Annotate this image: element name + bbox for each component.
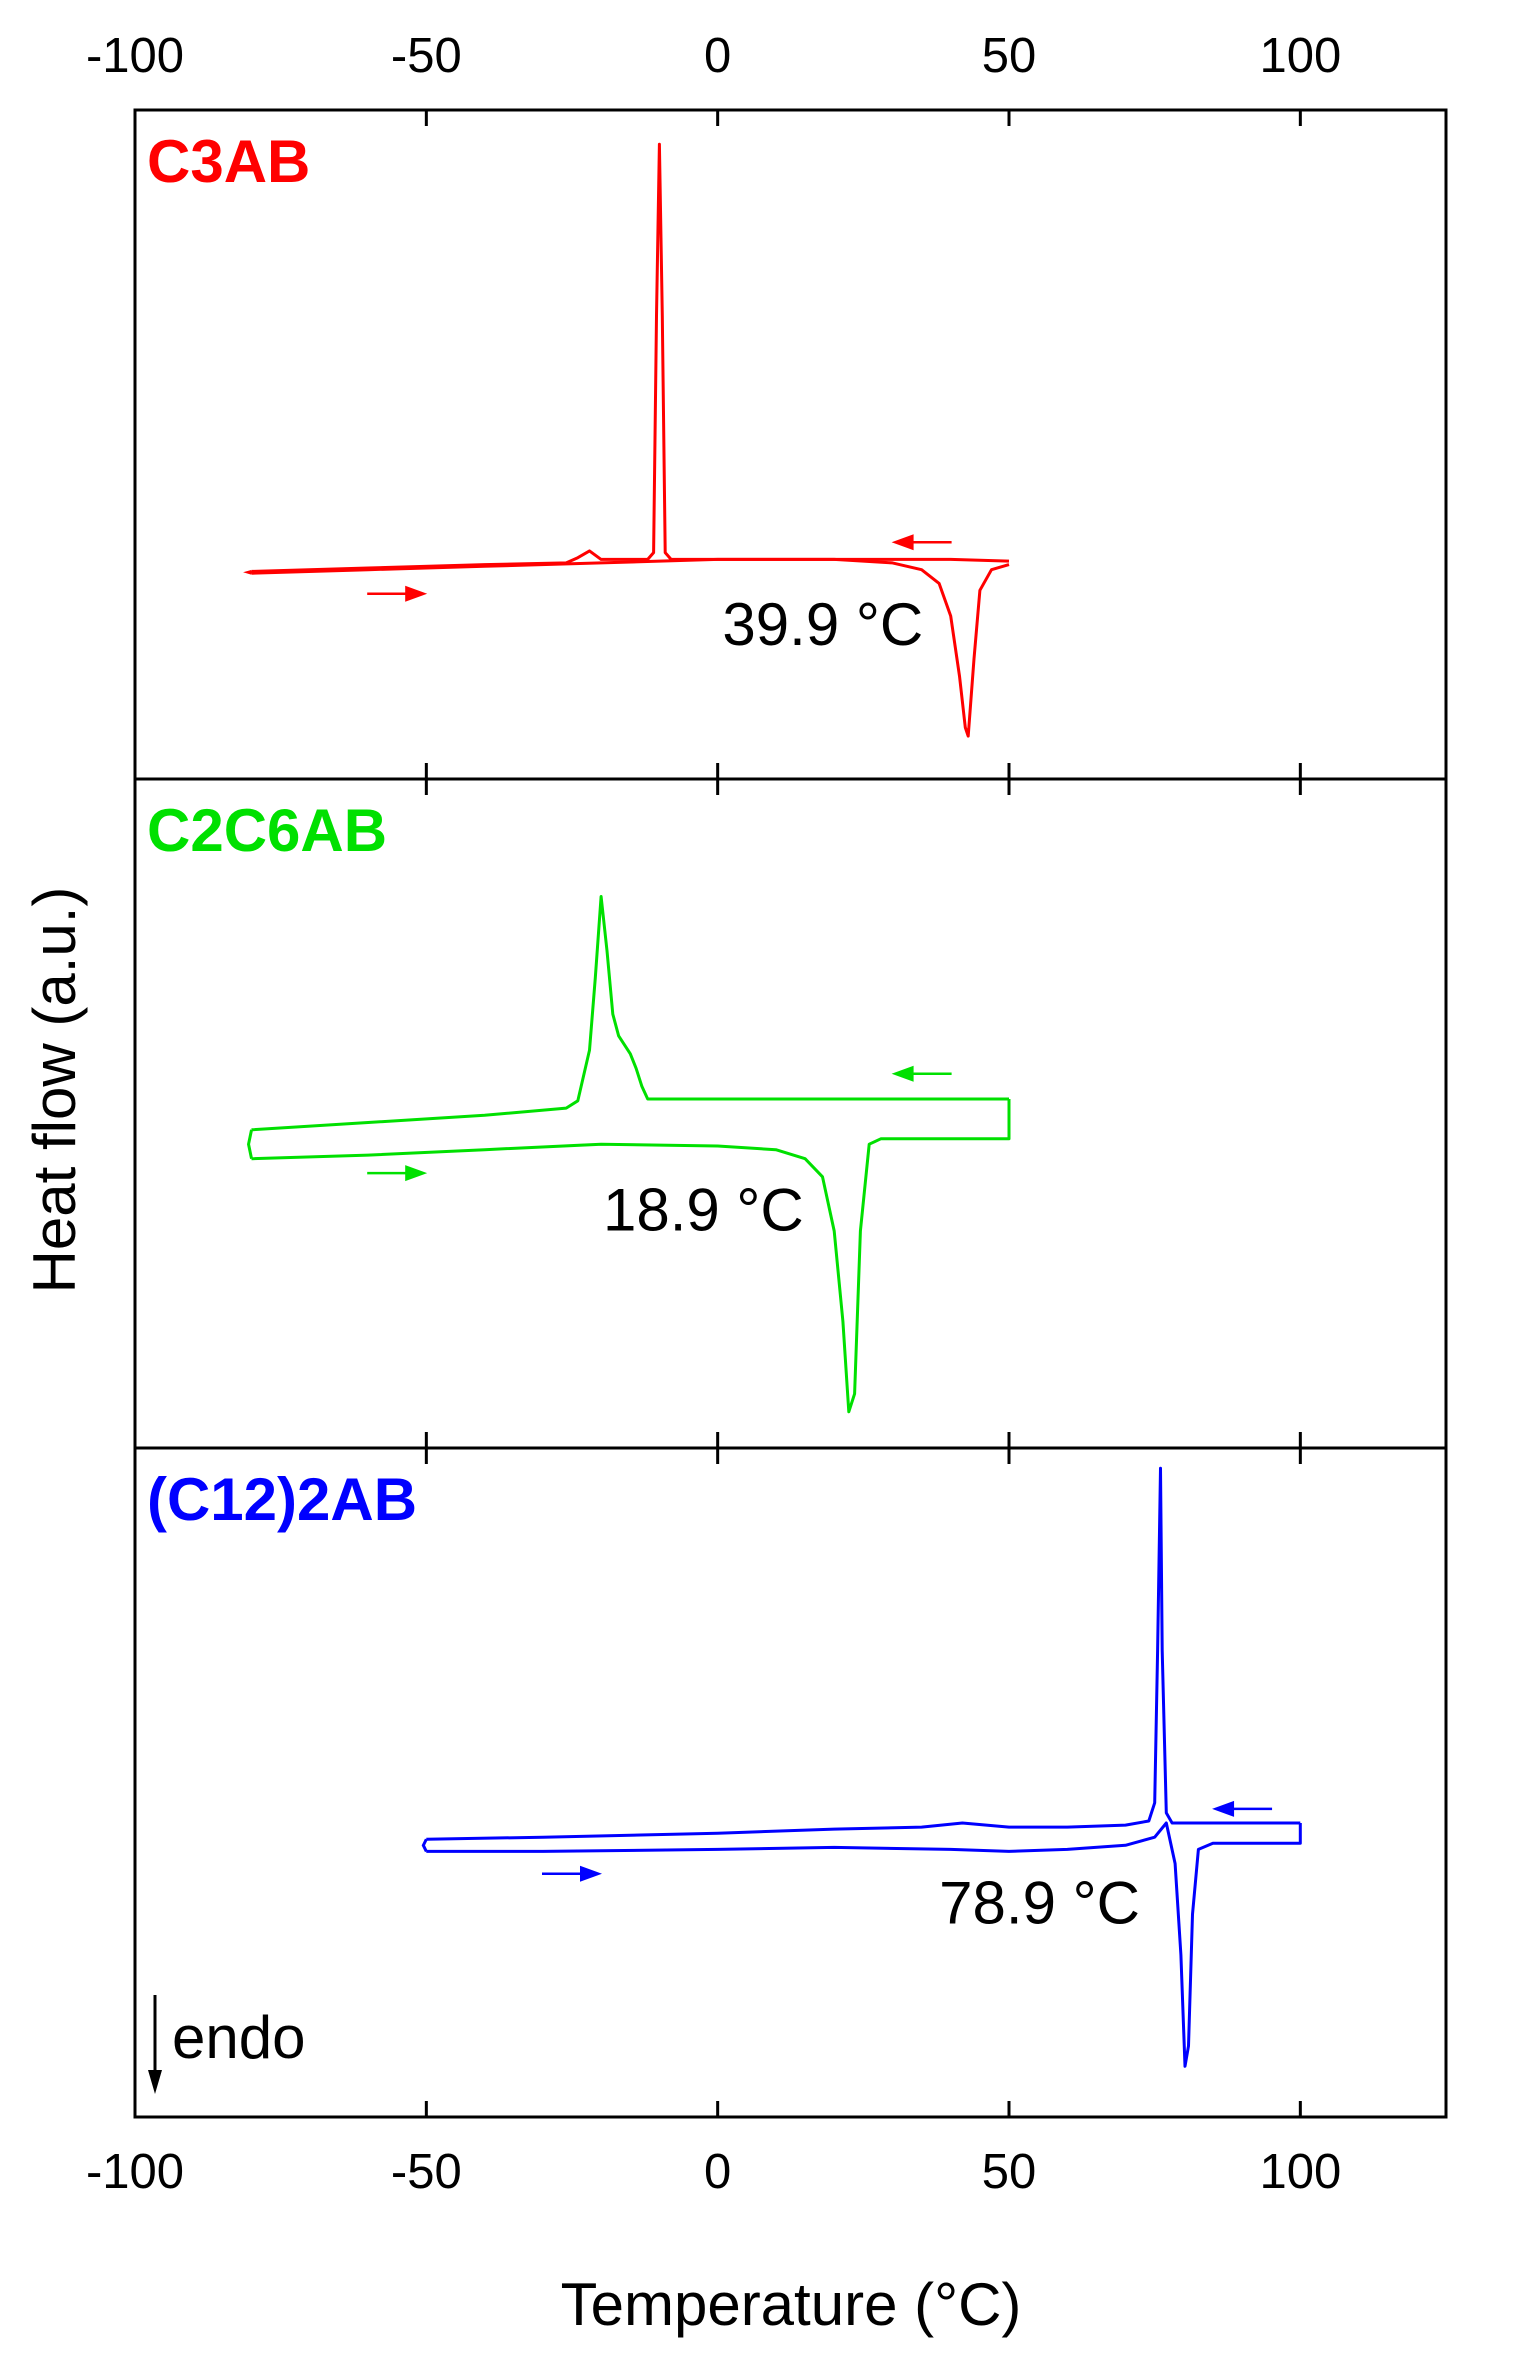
x-tick-label-top: -100 [86,29,184,83]
heating-curve-2 [251,1099,1011,1414]
panel-label-1: C3AB [147,128,310,195]
panel-3 [421,1466,1302,2068]
direction-arrow-3-2 [1212,1800,1273,1817]
x-tick-label-top: 0 [704,29,731,83]
endo-annotation: endo [148,1995,305,2094]
x-tick-label-bottom: 0 [704,2145,731,2199]
cooling-curve-2 [251,895,1009,1132]
heating-curve-3 [426,1821,1302,2068]
peak-label-3: 78.9 °C [939,1869,1140,1936]
x-tick-label-bottom: 50 [982,2145,1037,2199]
panel-label-3: (C12)2AB [147,1466,417,1533]
x-tick-label-bottom: 100 [1259,2145,1341,2199]
direction-arrow-3-1 [542,1865,602,1882]
cooling-curve-3 [426,1466,1301,1841]
x-tick-label-top: 100 [1259,29,1341,83]
tick-marks [133,110,1302,2117]
loop-end-2 [247,1129,254,1160]
peak-label-2: 18.9 °C [603,1177,804,1244]
panel-1 [243,142,1010,738]
x-tick-label-top: -50 [391,29,462,83]
axes-box [133,108,1448,2119]
endo-arrow-head [148,2070,162,2094]
direction-arrow-2-2 [891,1065,952,1082]
x-tick-label-bottom: -100 [86,2145,184,2199]
direction-arrow-2-1 [367,1165,428,1182]
direction-arrow-1-1 [367,585,428,602]
loop-end-3 [421,1838,428,1853]
panels-group [243,142,1302,2068]
loop-end-1 [243,569,252,575]
direction-arrow-1-2 [891,534,952,551]
cooling-curve-1 [251,142,1010,573]
y-axis-title: Heat flow (a.u.) [21,887,88,1294]
endo-label: endo [172,2004,305,2071]
x-axis-title: Temperature (°C) [561,2271,1022,2338]
x-tick-label-top: 50 [982,29,1037,83]
plot-frame [133,108,1448,2119]
panel-label-2: C2C6AB [147,797,387,864]
peak-label-1: 39.9 °C [722,591,923,658]
x-tick-label-bottom: -50 [391,2145,462,2199]
panel-2 [247,895,1011,1414]
tick-labels: C3AB 39.9 °C C2C6AB 18.9 °C (C12)2AB 78.9 °C -… [86,29,1341,2199]
